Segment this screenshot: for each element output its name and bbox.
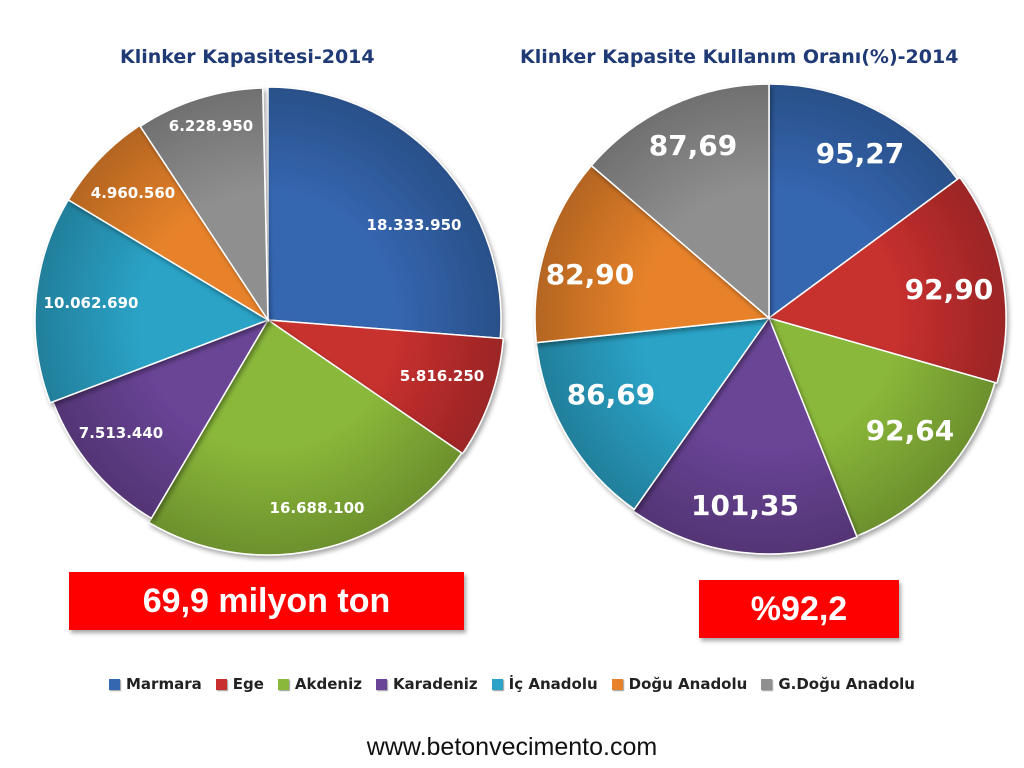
data-label: 6.228.950 — [169, 117, 253, 135]
legend-swatch — [215, 678, 227, 690]
data-label: 87,69 — [649, 129, 738, 162]
data-label: 92,90 — [905, 273, 994, 306]
legend-item-g-dogu-anadolu: G.Doğu Anadolu — [761, 675, 915, 693]
data-label: 4.960.560 — [91, 184, 175, 202]
legend-swatch — [375, 678, 387, 690]
left-chart-title: Klinker Kapasitesi-2014 — [120, 46, 375, 68]
legend-label: Ege — [232, 675, 264, 693]
legend-swatch — [761, 678, 773, 690]
legend-item-dogu-anadolu: Doğu Anadolu — [611, 675, 748, 693]
total-capacity-box: 69,9 milyon ton — [69, 572, 464, 630]
data-label: 92,64 — [866, 414, 955, 447]
pie-slice-doğu-anadolu — [534, 164, 771, 344]
pie-slice-ege — [265, 319, 505, 455]
data-label: 10.062.690 — [44, 294, 139, 312]
legend-label: İç Anadolu — [508, 675, 598, 693]
legend-label: Akdeniz — [294, 675, 362, 693]
legend-label: G.Doğu Anadolu — [778, 675, 915, 693]
legend-item-marmara: Marmara — [109, 675, 202, 693]
data-label: 16.688.100 — [270, 499, 365, 517]
pie-slice-ege — [767, 176, 1007, 385]
pie-slice-g-doğu-anadolu — [590, 83, 770, 320]
legend-label: Marmara — [126, 675, 202, 693]
pie-slice-i-ç-anadolu — [34, 198, 270, 404]
data-label: 86,69 — [567, 378, 656, 411]
website-footer: www.betonvecimento.com — [366, 733, 658, 761]
legend-item-ege: Ege — [215, 675, 264, 693]
legend-item-ic-anadolu: İç Anadolu — [491, 675, 598, 693]
data-label: 18.333.950 — [367, 216, 462, 234]
legend: Marmara Ege Akdeniz Karadeniz İç Anadolu… — [0, 675, 1024, 693]
data-label: 95,27 — [816, 137, 905, 170]
pie-slice-akdeniz — [767, 316, 996, 538]
pie-slice-marmara — [768, 83, 959, 320]
legend-label: Doğu Anadolu — [628, 675, 748, 693]
pie-slice-akdeniz — [147, 318, 463, 556]
pie-slice-karadeniz — [52, 318, 270, 520]
average-usage-box: %92,2 — [699, 580, 899, 638]
legend-swatch — [109, 678, 120, 690]
pie-slice-marmara — [267, 86, 502, 340]
data-label: 82,90 — [546, 258, 635, 291]
pie-slice-karadeniz — [632, 316, 859, 555]
legend-swatch — [491, 678, 503, 690]
data-label: 101,35 — [691, 489, 799, 522]
legend-item-karadeniz: Karadeniz — [375, 675, 478, 693]
data-label: 7.513.440 — [79, 424, 163, 442]
pie-slice-i-ç-anadolu — [535, 317, 771, 511]
pie-slice-g-doğu-anadolu — [139, 87, 269, 323]
data-label: 5.816.250 — [400, 367, 484, 385]
legend-item-akdeniz: Akdeniz — [277, 675, 362, 693]
legend-swatch — [277, 678, 289, 690]
pie-slice-doğu-anadolu — [67, 124, 269, 321]
right-chart-title: Klinker Kapasite Kullanım Oranı(%)-2014 — [520, 46, 959, 68]
legend-swatch — [611, 678, 623, 690]
legend-label: Karadeniz — [392, 675, 478, 693]
